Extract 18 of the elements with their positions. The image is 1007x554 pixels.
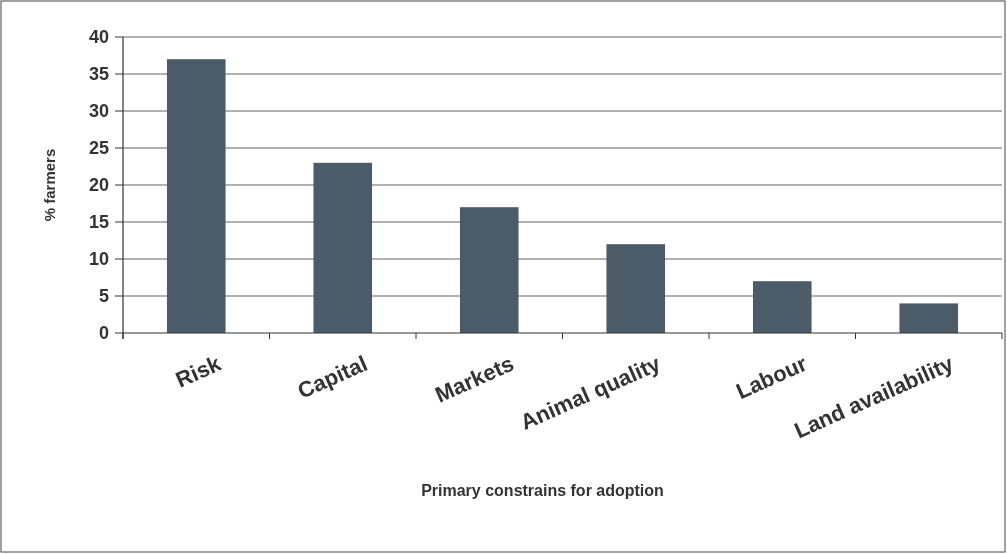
y-tick-label: 35 [88, 64, 109, 85]
x-tick-label: Risk [171, 350, 226, 393]
y-tick-label: 15 [88, 212, 109, 233]
y-tick-label: 0 [98, 323, 109, 344]
y-tick-label: 5 [98, 286, 109, 307]
y-tick-label: 20 [88, 175, 109, 196]
y-tick-label: 30 [88, 101, 109, 122]
bar [313, 162, 373, 333]
y-tick-label: 40 [88, 27, 109, 48]
y-tick-label: 25 [88, 138, 109, 159]
bar [166, 59, 226, 333]
bar [899, 303, 959, 333]
y-tick-label: 10 [88, 249, 109, 270]
x-axis-title: Primary constrains for adoption [421, 482, 664, 499]
bar [752, 281, 812, 333]
y-axis-title: % farmers [41, 148, 58, 222]
bar [459, 207, 519, 333]
bar [606, 244, 666, 333]
